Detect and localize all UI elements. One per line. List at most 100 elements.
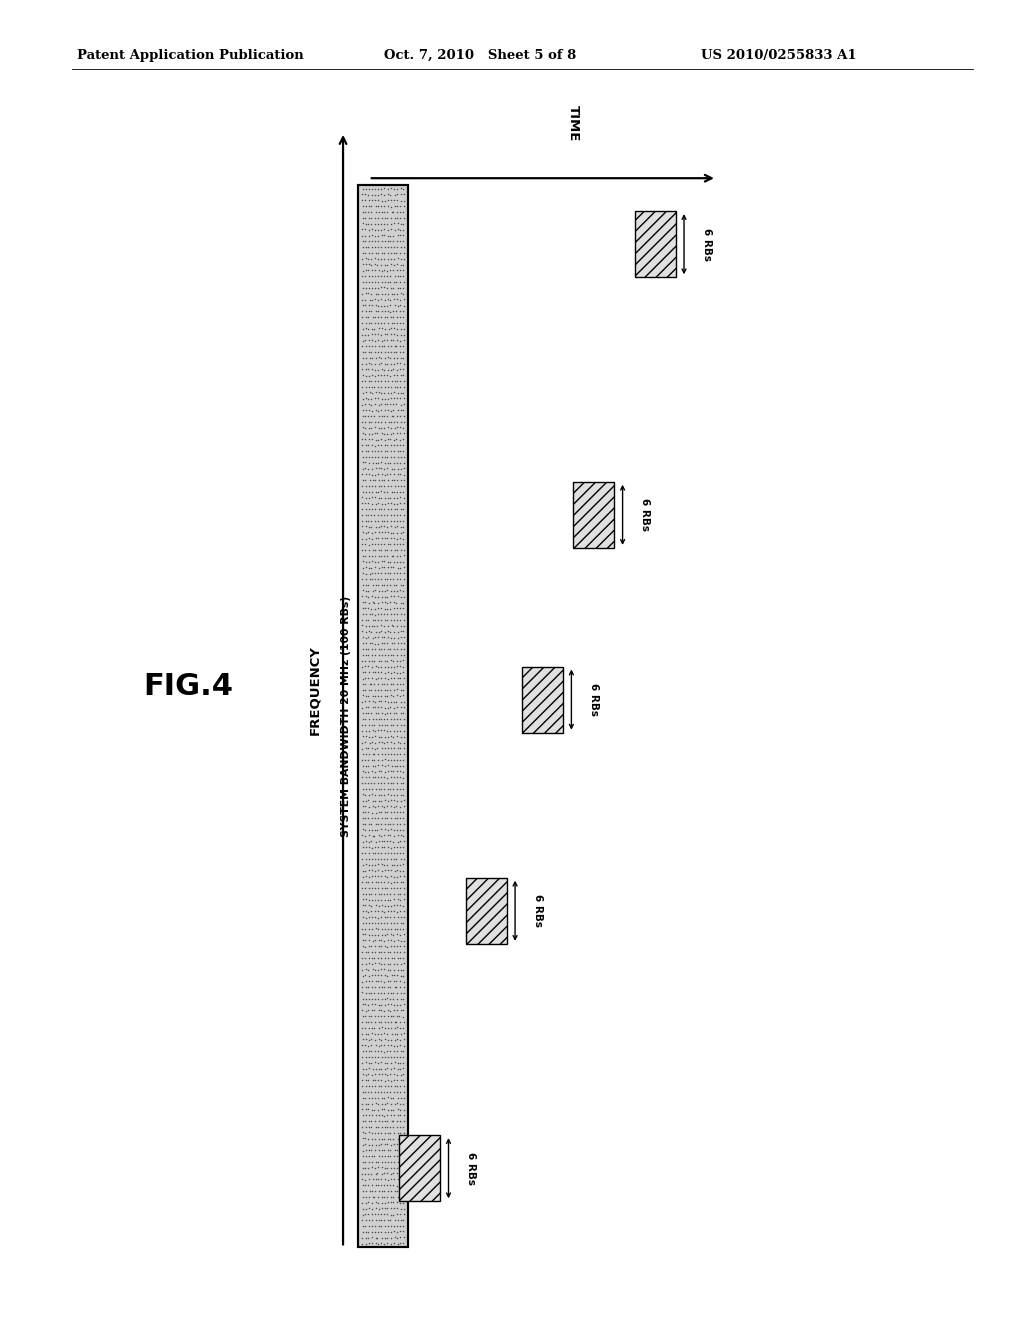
- Point: [373, 929, 389, 950]
- Point: [392, 709, 409, 730]
- Point: [360, 371, 377, 392]
- Point: [389, 866, 406, 887]
- Point: [376, 504, 392, 525]
- Point: [360, 424, 377, 445]
- Point: [376, 931, 392, 952]
- Point: [389, 1134, 406, 1155]
- Point: [383, 1052, 399, 1073]
- Point: [392, 1210, 409, 1232]
- Point: [354, 569, 371, 590]
- Point: [380, 791, 396, 812]
- Text: FIG.4: FIG.4: [143, 672, 233, 701]
- Point: [377, 789, 393, 810]
- Point: [354, 789, 371, 810]
- Point: [367, 977, 383, 998]
- Point: [386, 1134, 402, 1155]
- Point: [360, 912, 377, 933]
- Point: [392, 733, 409, 754]
- Point: [380, 1221, 396, 1242]
- Point: [360, 842, 377, 863]
- Point: [379, 603, 395, 624]
- Point: [395, 714, 412, 735]
- Point: [376, 854, 392, 875]
- Point: [374, 627, 390, 648]
- Point: [373, 1175, 389, 1196]
- Point: [360, 242, 377, 263]
- Point: [364, 731, 380, 752]
- Point: [379, 393, 395, 414]
- Point: [368, 260, 384, 281]
- Point: [364, 1110, 380, 1131]
- Point: [367, 883, 383, 904]
- Point: [367, 411, 383, 432]
- Point: [377, 562, 393, 583]
- Point: [395, 306, 412, 327]
- Point: [374, 1156, 390, 1177]
- Point: [380, 400, 396, 421]
- Point: [391, 388, 408, 409]
- Point: [379, 1023, 395, 1044]
- Point: [368, 499, 384, 520]
- Point: [392, 1175, 409, 1196]
- Point: [392, 458, 409, 479]
- Point: [373, 458, 389, 479]
- Point: [370, 1187, 386, 1208]
- Point: [382, 272, 398, 293]
- Point: [357, 994, 374, 1015]
- Point: [370, 528, 386, 549]
- Point: [357, 1069, 374, 1090]
- Point: [373, 313, 389, 334]
- Point: [360, 1158, 377, 1179]
- Point: [370, 480, 386, 502]
- Point: [379, 651, 395, 672]
- Point: [394, 1192, 411, 1213]
- Point: [360, 1081, 377, 1102]
- Point: [386, 888, 402, 909]
- Point: [380, 895, 396, 916]
- Point: [390, 277, 407, 298]
- Point: [359, 260, 376, 281]
- Point: [374, 784, 390, 805]
- Point: [392, 610, 409, 631]
- Point: [354, 195, 371, 216]
- Point: [354, 825, 371, 846]
- Point: [364, 1100, 380, 1121]
- Point: [396, 458, 413, 479]
- Point: [382, 907, 398, 928]
- Point: [395, 936, 412, 957]
- Point: [388, 301, 404, 322]
- Point: [385, 312, 401, 333]
- Point: [376, 202, 392, 223]
- Point: [367, 440, 383, 461]
- Point: [386, 271, 402, 292]
- Point: [360, 859, 377, 880]
- Point: [357, 668, 374, 689]
- Point: [368, 453, 384, 474]
- Point: [354, 1221, 371, 1242]
- Point: [379, 422, 395, 444]
- Point: [374, 330, 390, 351]
- Point: [395, 685, 412, 706]
- Point: [367, 393, 383, 414]
- Point: [358, 1023, 375, 1044]
- Point: [395, 213, 412, 234]
- Point: [355, 900, 372, 921]
- Point: [393, 678, 410, 700]
- Point: [364, 429, 380, 450]
- Point: [357, 265, 374, 286]
- Point: [359, 738, 376, 759]
- Point: [370, 1006, 386, 1027]
- Point: [382, 231, 398, 252]
- Point: [377, 289, 393, 310]
- Point: [367, 465, 383, 486]
- Point: [367, 359, 383, 380]
- Point: [374, 878, 390, 899]
- Point: [380, 779, 396, 800]
- Point: [377, 598, 393, 619]
- Point: [396, 352, 413, 374]
- Point: [357, 342, 374, 363]
- Point: [383, 248, 399, 269]
- Point: [392, 620, 409, 642]
- Point: [383, 313, 399, 334]
- Point: [359, 644, 376, 665]
